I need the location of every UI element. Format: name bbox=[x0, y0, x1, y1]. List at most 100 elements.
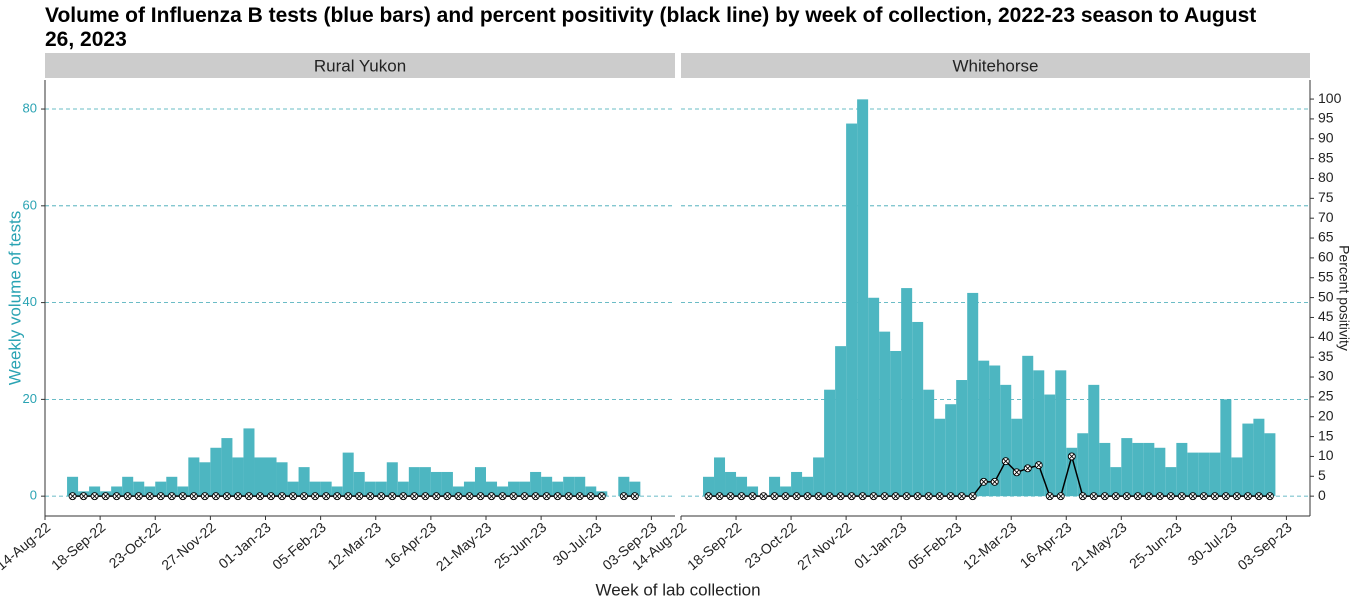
marker-cross bbox=[1123, 493, 1130, 499]
bar bbox=[541, 476, 553, 497]
line-marker bbox=[586, 492, 595, 501]
marker-cross bbox=[334, 493, 340, 499]
line-marker bbox=[726, 492, 735, 501]
line-marker bbox=[355, 492, 364, 501]
marker-cross bbox=[837, 493, 844, 499]
marker-cross bbox=[279, 493, 285, 499]
y2-tick-label: 100 bbox=[1318, 90, 1342, 106]
marker-cross bbox=[598, 493, 605, 499]
line-marker bbox=[79, 492, 88, 501]
bar bbox=[1165, 467, 1177, 497]
y2-tick-label: 90 bbox=[1318, 129, 1334, 145]
y2-tick-label: 95 bbox=[1318, 110, 1334, 126]
line-marker bbox=[1221, 492, 1230, 501]
chart-title: Volume of Influenza B tests (blue bars) … bbox=[45, 4, 1257, 51]
bar bbox=[978, 360, 990, 497]
line-marker bbox=[968, 492, 977, 501]
line-marker bbox=[564, 492, 573, 501]
marker-cross bbox=[488, 493, 495, 499]
line-marker bbox=[792, 492, 801, 501]
bar bbox=[1022, 355, 1034, 497]
line-marker bbox=[267, 492, 275, 501]
line-marker bbox=[421, 492, 430, 501]
x-tick-label: 25-Jun-23 bbox=[491, 519, 550, 572]
bar bbox=[254, 457, 266, 497]
marker-cross bbox=[1046, 493, 1053, 499]
bar bbox=[474, 467, 486, 497]
line-marker bbox=[1243, 492, 1252, 501]
bar bbox=[177, 486, 189, 497]
marker-cross bbox=[168, 493, 175, 499]
bar bbox=[1154, 447, 1166, 497]
line-marker bbox=[1034, 461, 1043, 470]
line-marker bbox=[487, 492, 496, 501]
bar bbox=[1033, 370, 1045, 497]
bar bbox=[519, 481, 531, 497]
y-tick-label: 20 bbox=[23, 391, 37, 406]
y2-axis-title: Percent positivity bbox=[1336, 245, 1352, 351]
line-marker bbox=[957, 492, 966, 501]
y2-tick-label: 20 bbox=[1318, 407, 1334, 423]
marker-cross bbox=[345, 493, 352, 499]
marker-cross bbox=[389, 493, 396, 499]
line-marker bbox=[1199, 492, 1208, 501]
marker-cross bbox=[499, 493, 506, 499]
marker-cross bbox=[1190, 493, 1196, 499]
bar bbox=[846, 123, 858, 497]
bar bbox=[736, 476, 748, 497]
bar bbox=[530, 471, 542, 497]
marker-cross bbox=[947, 493, 954, 499]
marker-cross bbox=[521, 493, 528, 499]
line-marker bbox=[803, 492, 812, 501]
y-tick-label: 60 bbox=[23, 197, 37, 212]
x-tick-label: 18-Sep-22 bbox=[48, 519, 109, 573]
line-marker bbox=[256, 492, 264, 501]
bar bbox=[67, 476, 79, 497]
bar bbox=[320, 481, 332, 497]
marker-cross bbox=[1090, 493, 1097, 499]
line-marker bbox=[399, 492, 408, 501]
marker-cross bbox=[958, 493, 965, 499]
line-marker bbox=[575, 492, 584, 501]
marker-cross bbox=[620, 493, 627, 499]
x-tick-label: 23-Oct-22 bbox=[741, 519, 799, 571]
line-marker bbox=[1254, 492, 1263, 501]
marker-cross bbox=[1024, 465, 1031, 472]
line-marker bbox=[869, 492, 878, 501]
bar bbox=[221, 438, 233, 497]
marker-cross bbox=[914, 493, 921, 499]
marker-cross bbox=[113, 493, 120, 499]
bar bbox=[835, 346, 847, 497]
line-marker bbox=[619, 492, 628, 501]
marker-cross bbox=[892, 493, 899, 499]
y-axis-title: Weekly volume of tests bbox=[5, 211, 24, 385]
marker-cross bbox=[102, 493, 109, 499]
y2-tick-label: 80 bbox=[1318, 169, 1334, 185]
bar bbox=[1143, 442, 1155, 497]
x-tick-label: 16-Apr-23 bbox=[381, 519, 439, 571]
bar bbox=[1242, 423, 1254, 497]
marker-cross bbox=[991, 479, 998, 485]
marker-cross bbox=[936, 493, 943, 499]
x-tick-label: 27-Nov-22 bbox=[794, 519, 855, 573]
marker-cross bbox=[980, 479, 987, 485]
marker-cross bbox=[1002, 458, 1009, 465]
line-marker bbox=[924, 492, 933, 501]
bar bbox=[364, 481, 376, 497]
line-marker bbox=[979, 477, 988, 486]
line-marker bbox=[1078, 492, 1087, 501]
bar bbox=[155, 481, 167, 497]
bar bbox=[1176, 442, 1188, 497]
bar bbox=[408, 467, 420, 497]
bar bbox=[1000, 384, 1012, 497]
marker-cross bbox=[1212, 493, 1218, 499]
line-marker bbox=[388, 492, 397, 501]
line-marker bbox=[946, 492, 955, 501]
y2-tick-label: 5 bbox=[1318, 467, 1326, 483]
line-marker bbox=[913, 492, 922, 501]
y2-tick-label: 60 bbox=[1318, 249, 1334, 265]
bar bbox=[868, 297, 880, 497]
marker-cross bbox=[587, 493, 594, 499]
bar bbox=[967, 292, 979, 497]
